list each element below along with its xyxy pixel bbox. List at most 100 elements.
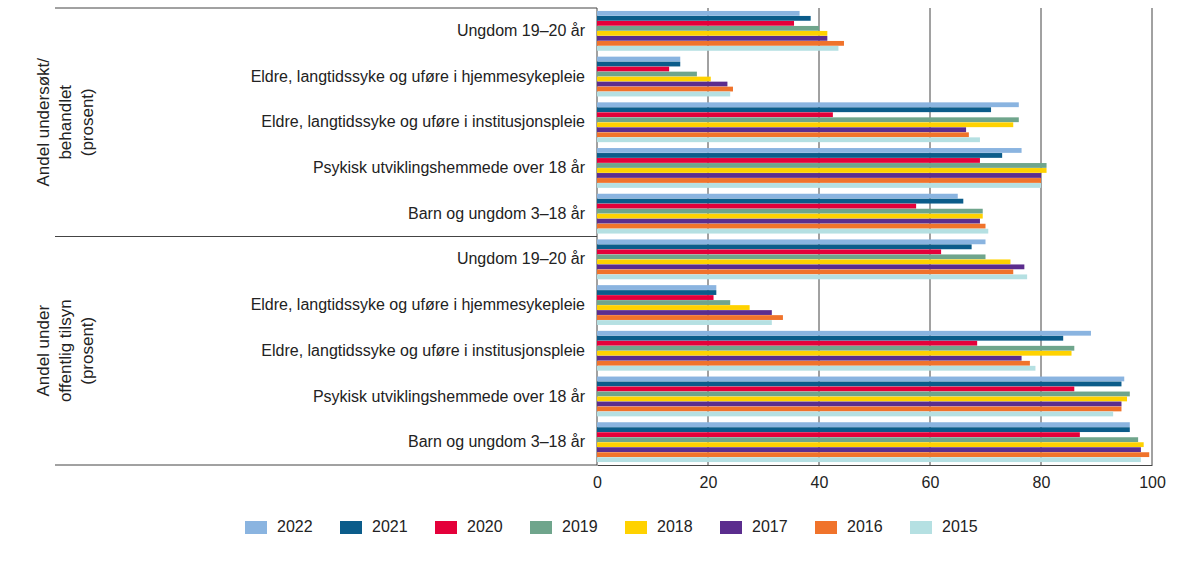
bar bbox=[597, 407, 1121, 412]
grid-line bbox=[708, 8, 709, 465]
group-divider bbox=[55, 465, 597, 466]
axis-line bbox=[598, 465, 1153, 466]
group-label: offentlig tilsyn bbox=[56, 299, 75, 402]
category-label: Eldre, langtidssyke og uføre i institusj… bbox=[261, 113, 585, 130]
bar bbox=[597, 163, 1047, 168]
bar bbox=[597, 285, 716, 290]
bar bbox=[597, 457, 1141, 462]
grid bbox=[597, 8, 1152, 465]
category-tick: Eldre, langtidssyke og uføre i institusj… bbox=[261, 113, 597, 130]
bar bbox=[597, 447, 1141, 452]
group-label: behandlet bbox=[56, 85, 75, 160]
legend-label: 2019 bbox=[562, 518, 598, 535]
bar bbox=[597, 356, 1022, 361]
bar bbox=[597, 209, 983, 214]
bar bbox=[597, 194, 958, 199]
legend-label: 2018 bbox=[657, 518, 693, 535]
legend-swatch bbox=[435, 521, 457, 534]
group-label: Andel under bbox=[34, 305, 53, 397]
legend-label: 2021 bbox=[372, 518, 408, 535]
bar bbox=[597, 224, 986, 229]
legend-swatch bbox=[720, 521, 742, 534]
bar bbox=[597, 290, 716, 295]
bar bbox=[597, 77, 711, 82]
category-tick: Eldre, langtidssyke og uføre i hjemmesyk… bbox=[251, 296, 597, 313]
bar bbox=[597, 229, 988, 234]
bar bbox=[597, 305, 750, 310]
series bbox=[597, 36, 1141, 452]
bar bbox=[597, 214, 983, 219]
series bbox=[597, 21, 1080, 437]
bar bbox=[597, 274, 1027, 279]
bar bbox=[597, 132, 969, 137]
legend: 20222021202020192018201720162015 bbox=[245, 518, 978, 535]
bar bbox=[597, 148, 1022, 153]
bar bbox=[597, 361, 1030, 366]
bar bbox=[597, 72, 697, 77]
category-tick: Barn og ungdom 3–18 år bbox=[408, 433, 597, 450]
value-tick: 80 bbox=[1033, 465, 1051, 491]
value-tick: 100 bbox=[1139, 465, 1166, 491]
bar bbox=[597, 173, 1041, 178]
series bbox=[597, 16, 1130, 432]
bar bbox=[597, 122, 1013, 127]
category-label: Eldre, langtidssyke og uføre i hjemmesyk… bbox=[251, 296, 585, 313]
grid-line bbox=[1041, 8, 1042, 465]
legend-swatch bbox=[625, 521, 647, 534]
tick-label: 60 bbox=[922, 474, 940, 491]
bar bbox=[597, 244, 972, 249]
bar bbox=[597, 107, 991, 112]
grid-line bbox=[1152, 8, 1153, 465]
series bbox=[597, 41, 1149, 457]
tick-label: 20 bbox=[700, 474, 718, 491]
bar bbox=[597, 46, 838, 51]
bar bbox=[597, 452, 1149, 457]
category-axis: Ungdom 19–20 år Eldre, langtidssyke og uf… bbox=[251, 22, 597, 450]
bar bbox=[597, 178, 1041, 183]
tick-label: 100 bbox=[1139, 474, 1166, 491]
category-label: Ungdom 19–20 år bbox=[457, 250, 586, 267]
category-label: Barn og ungdom 3–18 år bbox=[408, 433, 586, 450]
bar bbox=[597, 26, 819, 31]
bar bbox=[597, 117, 1019, 122]
category-label: Eldre, langtidssyke og uføre i institusj… bbox=[261, 342, 585, 359]
series bbox=[597, 46, 1141, 462]
bar bbox=[597, 112, 833, 117]
bar bbox=[597, 41, 844, 46]
bar bbox=[597, 31, 827, 36]
bar bbox=[597, 199, 963, 204]
tick-label: 0 bbox=[593, 474, 602, 491]
group-label: (prosent) bbox=[78, 88, 97, 156]
value-axis: 020406080100 bbox=[593, 465, 1166, 491]
legend-label: 2022 bbox=[277, 518, 313, 535]
series bbox=[597, 26, 1138, 442]
grid-line bbox=[930, 8, 931, 465]
bar bbox=[597, 346, 1074, 351]
chart: Andel undersøkt/behandlet(prosent) Andel … bbox=[0, 0, 1200, 569]
group-frame bbox=[55, 8, 597, 465]
bar bbox=[597, 366, 1035, 371]
group-divider bbox=[55, 8, 597, 9]
bar bbox=[597, 219, 980, 224]
bar bbox=[597, 331, 1091, 336]
legend-swatch bbox=[530, 521, 552, 534]
bar bbox=[597, 432, 1080, 437]
legend-swatch bbox=[910, 521, 932, 534]
bar bbox=[597, 397, 1127, 402]
bar bbox=[597, 341, 977, 346]
category-label: Psykisk utviklingshemmede over 18 år bbox=[313, 388, 586, 405]
bar bbox=[597, 153, 1002, 158]
legend-label: 2015 bbox=[942, 518, 978, 535]
group-label: Andel undersøkt/ bbox=[34, 58, 53, 187]
category-label: Barn og ungdom 3–18 år bbox=[408, 205, 586, 222]
legend-swatch bbox=[245, 521, 267, 534]
series bbox=[597, 31, 1144, 447]
bar bbox=[597, 377, 1124, 382]
value-tick: 0 bbox=[593, 465, 602, 491]
bar bbox=[597, 300, 730, 305]
legend-label: 2016 bbox=[847, 518, 883, 535]
bar bbox=[597, 239, 986, 244]
bar bbox=[597, 127, 966, 132]
bar bbox=[597, 442, 1144, 447]
category-label: Ungdom 19–20 år bbox=[457, 22, 586, 39]
